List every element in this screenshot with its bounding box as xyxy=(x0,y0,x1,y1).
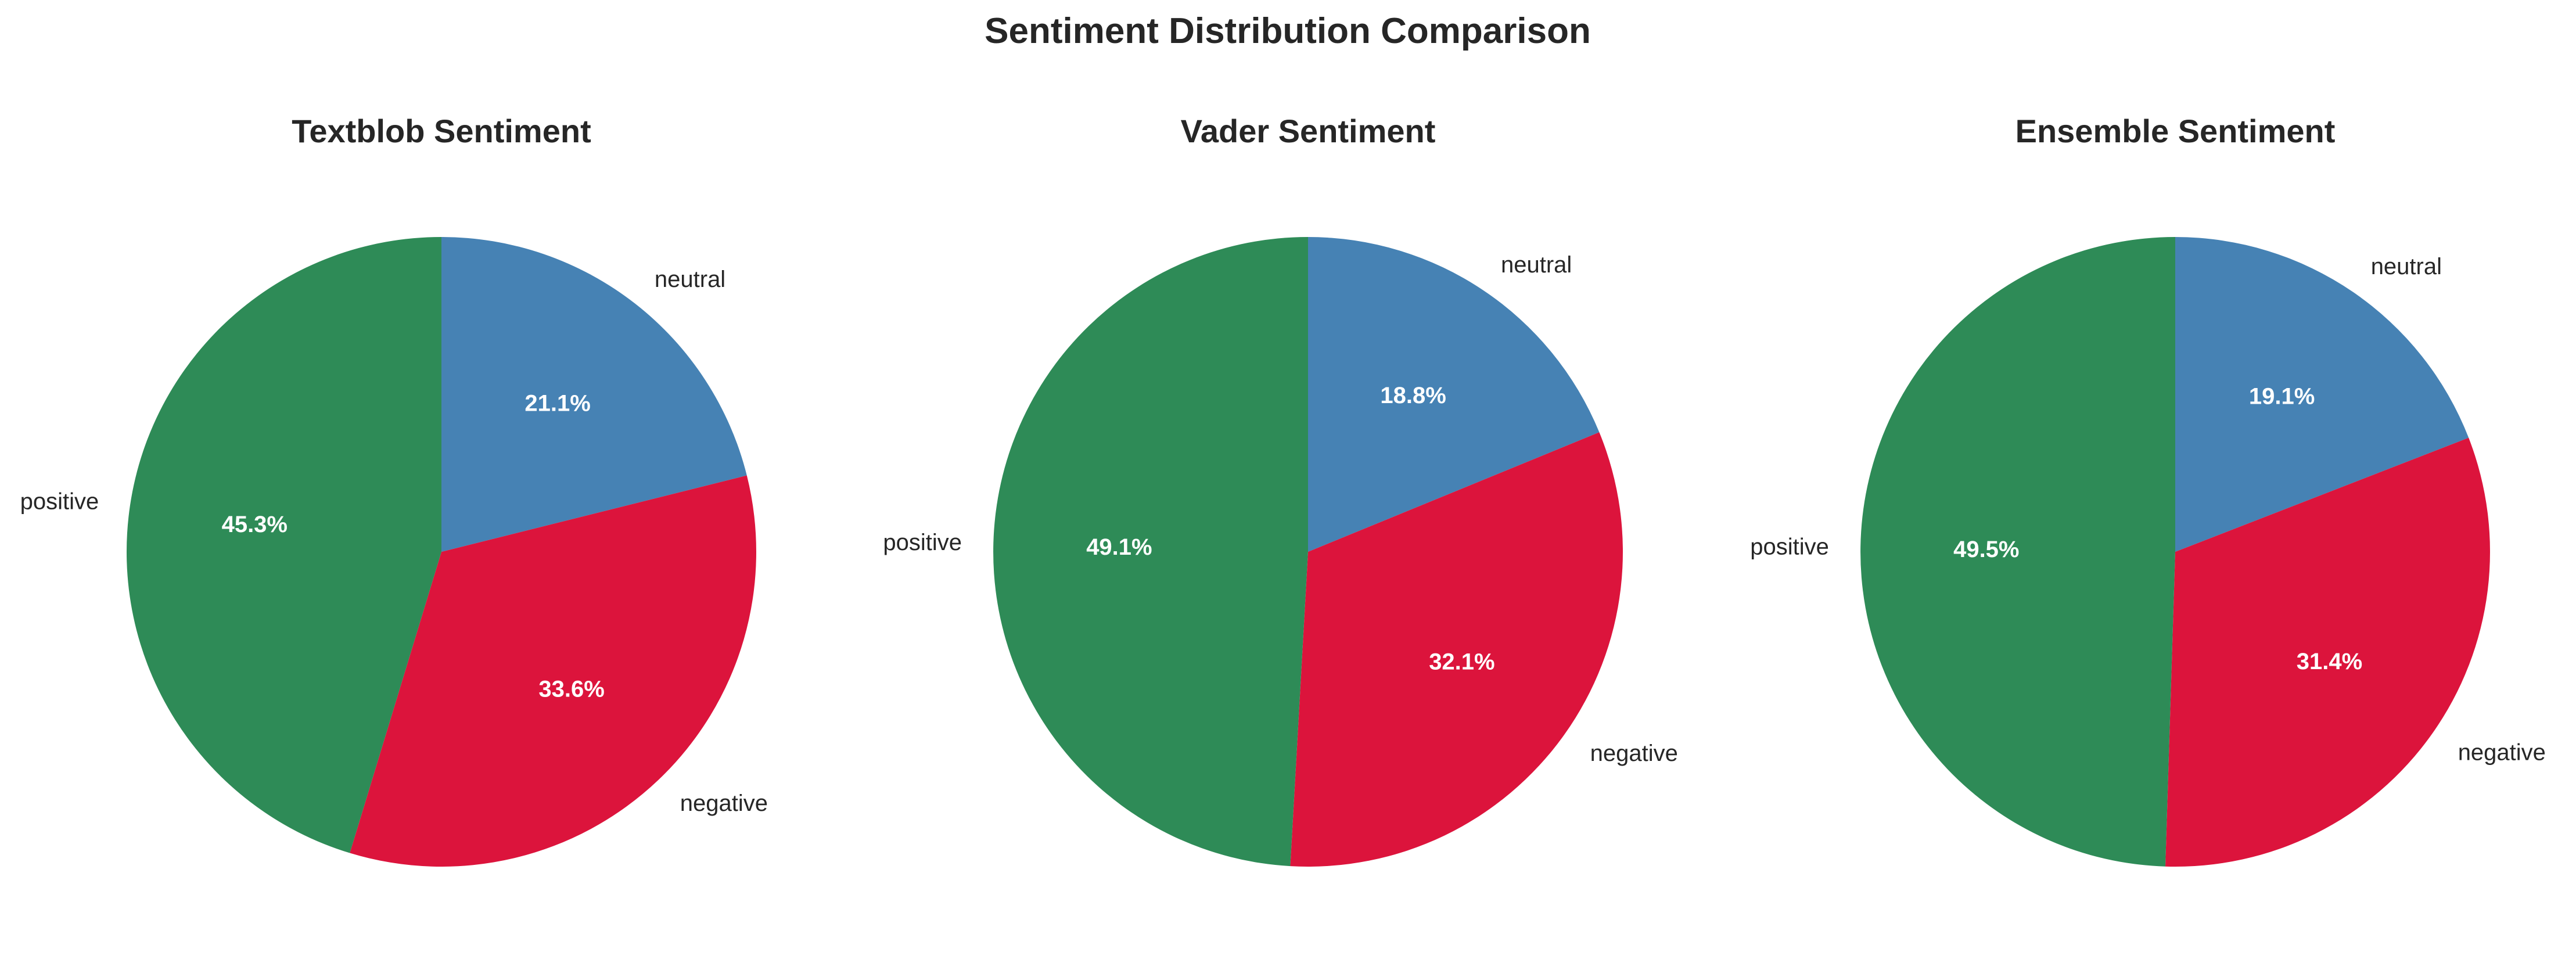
slice-percent-positive: 49.5% xyxy=(1953,537,2019,562)
slice-label-negative: negative xyxy=(2458,739,2546,765)
slice-percent-positive: 45.3% xyxy=(222,512,288,537)
pie-slice-negative xyxy=(1290,432,1623,867)
pie-chart-group: Textblob Sentiment neutral 21.1% negative 33… xyxy=(20,113,2546,867)
pie-chart-title: Vader Sentiment xyxy=(1181,113,1436,149)
slice-label-neutral: neutral xyxy=(2371,254,2442,279)
slice-percent-negative: 31.4% xyxy=(2297,649,2362,674)
slice-percent-negative: 32.1% xyxy=(1429,649,1494,675)
pie-slice-positive xyxy=(993,237,1308,867)
pie-slice-negative xyxy=(2165,437,2490,867)
pie-slice-neutral xyxy=(441,237,747,552)
pie-slice-neutral xyxy=(1308,237,1600,552)
pie-chart-2: Vader Sentiment neutral 18.8% negative 32.1%… xyxy=(883,113,1678,867)
figure-title: Sentiment Distribution Comparison xyxy=(985,11,1591,51)
slice-label-neutral: neutral xyxy=(1501,252,1572,278)
slice-percent-neutral: 18.8% xyxy=(1380,383,1446,408)
slice-label-negative: negative xyxy=(1590,741,1678,766)
pie-slice-positive xyxy=(126,237,441,853)
pie-chart-3: Ensemble Sentiment neutral 19.1% negative 31… xyxy=(1750,113,2546,867)
slice-label-neutral: neutral xyxy=(655,267,725,292)
pie-chart-title: Ensemble Sentiment xyxy=(2015,113,2336,149)
slice-percent-positive: 49.1% xyxy=(1086,534,1152,560)
slice-label-positive: positive xyxy=(20,489,99,514)
slice-percent-neutral: 21.1% xyxy=(524,391,590,416)
pie-chart-1: Textblob Sentiment neutral 21.1% negative 33… xyxy=(20,113,768,867)
slice-label-positive: positive xyxy=(1750,534,1829,560)
slice-percent-neutral: 19.1% xyxy=(2249,384,2315,410)
slice-percent-negative: 33.6% xyxy=(538,677,604,702)
pie-chart-title: Textblob Sentiment xyxy=(292,113,591,149)
pie-slice-negative xyxy=(350,475,757,867)
slice-label-positive: positive xyxy=(883,530,962,555)
pie-slice-neutral xyxy=(2175,237,2469,552)
slice-label-negative: negative xyxy=(680,791,768,816)
pie-slice-positive xyxy=(1860,237,2175,867)
